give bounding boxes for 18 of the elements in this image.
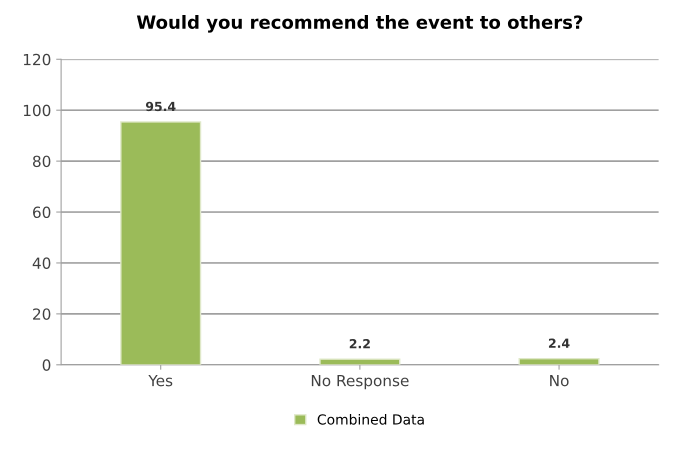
y-tick-label: 120	[24, 54, 50, 66]
y-tick-label: 40	[32, 257, 50, 269]
legend-label: Combined Data	[318, 414, 424, 425]
chart-title: Would you recommend the event to others?	[136, 15, 582, 33]
y-tick-label: 0	[42, 359, 50, 371]
bar	[120, 121, 202, 365]
y-tick-label: 60	[33, 206, 50, 218]
bar	[319, 358, 400, 365]
x-tick-label: No Response	[312, 374, 409, 390]
y-tick-label: 20	[33, 308, 50, 320]
x-tick-label: Yes	[148, 374, 172, 386]
x-tick-label: No	[550, 374, 569, 386]
bar	[518, 358, 600, 365]
data-label: 2.4	[548, 338, 570, 348]
y-tick-label: 80	[32, 156, 50, 168]
data-label: 2.2	[350, 338, 370, 348]
data-label: 95.4	[146, 102, 176, 112]
y-tick-label: 100	[24, 104, 50, 116]
